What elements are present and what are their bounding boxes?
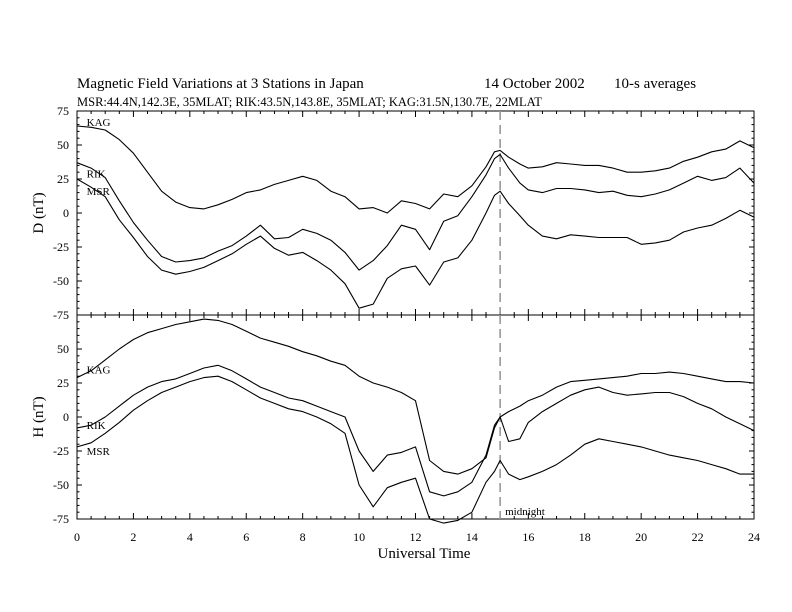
y-tick-label: 0 [63, 206, 69, 220]
x-tick-label: 24 [748, 530, 760, 544]
x-tick-label: 12 [410, 530, 422, 544]
x-tick-label: 18 [579, 530, 591, 544]
panel-frame-1 [76, 110, 755, 316]
y-tick-label: -25 [53, 444, 69, 458]
chart-date: 14 October 2002 [484, 76, 585, 92]
series-kag-d [76, 125, 755, 214]
series-label-rik: RIK [87, 420, 106, 432]
series-label-kag: KAG [87, 364, 111, 376]
x-tick-label: 4 [187, 530, 193, 544]
y-axis-label: D (nT) [31, 192, 47, 233]
panels-group: 75 50 25 0 -25 -50 -75 D (nT) KAG RIK MSR 50 25 0 -25 -… [31, 104, 760, 544]
x-tick-label: 22 [692, 530, 704, 544]
series-kag-h [76, 318, 755, 475]
x-tick-label: 0 [74, 530, 80, 544]
series-msr-h [76, 375, 754, 524]
y-axis-label: H (nT) [31, 396, 47, 437]
y-tick-label: -75 [53, 512, 69, 526]
chart-subtitle: MSR:44.4N,142.3E, 35MLAT; RIK:43.5N,143.… [77, 95, 542, 109]
y-tick-label: -25 [53, 240, 69, 254]
y-tick-label: -50 [53, 274, 69, 288]
x-tick-label: 6 [243, 530, 249, 544]
series-rik-d [76, 153, 755, 271]
x-axis-label: Universal Time [378, 546, 471, 562]
y-tick-label: 50 [57, 138, 69, 152]
x-tick-label: 20 [635, 530, 647, 544]
x-tick-label: 16 [522, 530, 534, 544]
chart-title: Magnetic Field Variations at 3 Stations … [77, 76, 364, 92]
chart-averaging: 10-s averages [614, 76, 696, 92]
y-tick-label: 25 [57, 172, 69, 186]
series-rik-h [76, 364, 755, 497]
series-label-msr: MSR [87, 446, 111, 458]
y-tick-label: -75 [53, 308, 69, 322]
series-label-kag: KAG [87, 117, 111, 129]
y-tick-label: -50 [53, 478, 69, 492]
series-label-msr: MSR [87, 186, 111, 198]
panel-frame-2 [76, 314, 755, 520]
x-tick-label: 10 [353, 530, 365, 544]
series-label-rik: RIK [87, 169, 106, 181]
y-tick-label: 25 [57, 376, 69, 390]
x-tick-label: 2 [130, 530, 136, 544]
series-msr-d [76, 178, 755, 309]
y-tick-label: 75 [57, 104, 69, 118]
x-tick-label: 8 [300, 530, 306, 544]
midnight-label: midnight [505, 506, 545, 518]
x-tick-label: 14 [466, 530, 478, 544]
y-tick-label: 0 [63, 410, 69, 424]
y-tick-label: 50 [57, 342, 69, 356]
